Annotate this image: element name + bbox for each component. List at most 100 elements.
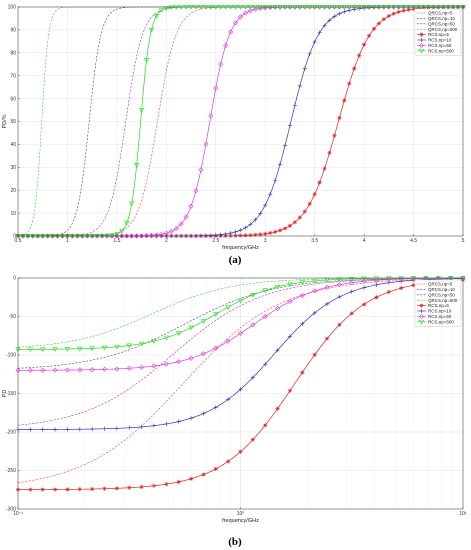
data-point [262,313,268,320]
data-point [361,278,367,284]
data-point [322,166,327,171]
data-point [327,18,332,23]
data-point [89,367,95,373]
data-point [253,217,258,222]
data-point [237,298,244,304]
data-point [77,367,83,373]
data-point [163,361,169,367]
x-tick-label: 1.5 [113,238,120,244]
data-point [151,423,157,428]
data-point [40,347,46,353]
data-point [273,178,278,183]
data-point [292,103,297,108]
data-point [102,366,108,372]
data-point [193,188,199,194]
y-tick-label: 80 [10,51,16,57]
y-axis-label: PD/% [2,114,8,128]
data-point [275,406,280,411]
data-point [282,143,288,148]
data-point [332,133,337,138]
legend-box [414,279,462,327]
y-tick-label: -300 [6,507,16,513]
legend-label: RCS,np=5 [428,32,449,37]
data-point [250,437,255,442]
data-point [65,427,70,432]
data-point [173,226,179,232]
data-point [168,5,174,11]
chart-panel-b: 10⁻¹ 10⁰ 10¹ -300 -250 -200 -150 -100 -50 0 freque… [2,275,467,524]
x-tick-label: 4.5 [410,238,417,244]
data-point [77,346,83,352]
data-point [287,388,293,393]
data-point [299,280,305,286]
data-point [148,27,155,33]
data-point [158,231,164,237]
data-point [287,223,293,228]
data-point [90,486,95,492]
data-point [391,11,396,16]
data-point [77,427,82,432]
data-point [153,13,160,19]
data-point [337,322,342,327]
data-point [188,203,194,209]
data-point [349,280,355,286]
x-tick-label: 5 [462,238,465,244]
data-point [139,233,145,239]
data-point [307,51,312,56]
legend-label: RCS,np=50 [428,43,452,48]
data-point [223,42,229,48]
y-tick-label: 60 [10,96,16,102]
legend: QRCS,np=5QRCS,np=10QRCS,np=50QRCS,np=500… [414,8,462,56]
data-point [336,277,342,283]
legend-label: QRCS,np=5 [428,282,453,287]
data-point [65,487,70,492]
legend-marker [418,313,425,319]
data-point [40,427,45,432]
data-point [237,330,244,336]
legend-marker [418,319,425,325]
data-point [312,310,317,316]
data-point [312,192,317,197]
data-point [361,276,367,282]
data-point [250,322,256,328]
legend-marker [419,308,424,314]
data-point [27,367,33,373]
data-point [277,162,283,167]
data-point [263,202,268,208]
data-point [228,231,233,236]
data-point [362,302,367,307]
data-point [250,375,255,380]
data-point [126,343,132,349]
legend-label: QRCS,np=500 [428,27,458,32]
data-point [332,14,337,19]
legend-label: RCS,np=10 [428,38,452,43]
data-point [198,233,204,238]
tick-labels: 10⁻¹ 10⁰ 10¹ -300 -250 -200 -150 -100 -50 0 [6,276,467,517]
data-point [243,225,248,230]
data-point [258,211,263,216]
data-point [252,6,258,12]
data-point [342,98,347,103]
data-point [201,411,206,416]
data-point [127,485,132,490]
data-point [263,231,268,236]
data-point [349,289,354,294]
data-point [373,276,380,282]
data-point [300,370,305,375]
data-point [218,61,224,67]
data-point [253,232,258,237]
data-point [208,113,214,119]
data-point [188,476,194,481]
x-tick-label: 3 [264,238,267,244]
data-point [176,419,181,424]
data-point [373,277,379,283]
legend-label: QRCS,np=5 [428,11,453,16]
legend-marker [419,32,424,37]
data-point [386,289,391,295]
data-point [243,233,248,238]
data-point [114,366,120,372]
data-point [302,209,307,214]
data-point [158,8,164,14]
data-point [40,367,46,373]
data-point [102,486,107,491]
